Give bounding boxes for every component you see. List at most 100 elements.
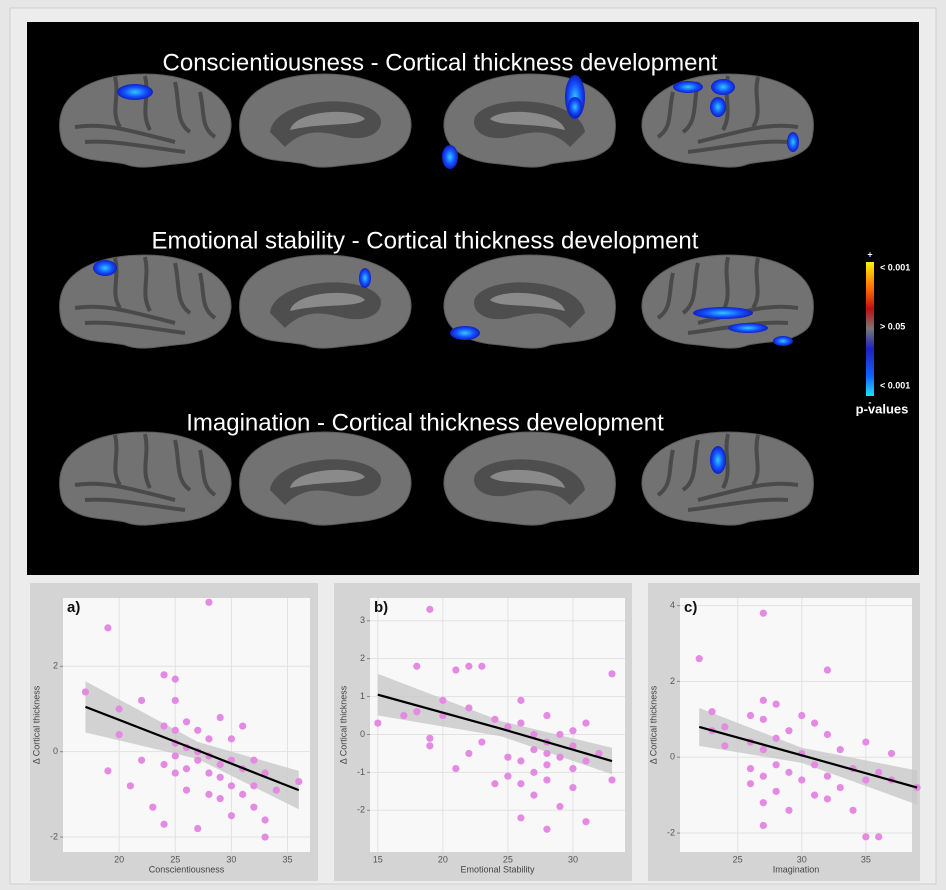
scatter-point (773, 788, 780, 795)
significance-blob (710, 446, 726, 474)
scatter-point (798, 776, 805, 783)
scatter-point (837, 784, 844, 791)
scatter-point (183, 765, 190, 772)
brain (642, 432, 813, 525)
scatter-point (773, 735, 780, 742)
scatter-point (747, 780, 754, 787)
scatter-point (491, 716, 498, 723)
scatter-point (760, 610, 767, 617)
significance-blob (787, 132, 799, 152)
significance-blob (710, 97, 726, 117)
scatter-point (217, 774, 224, 781)
x-tick-label: 20 (438, 854, 448, 864)
scatter-point (104, 624, 111, 631)
y-tick-label: 4 (670, 600, 675, 610)
scatter-point (172, 727, 179, 734)
scatter-point (465, 663, 472, 670)
brain (240, 432, 411, 525)
y-tick-label: 2 (670, 676, 675, 686)
scatter-point (569, 727, 576, 734)
brain-title: Conscientiousness - Cortical thickness d… (163, 49, 718, 76)
scatter-point (138, 697, 145, 704)
scatter-point (888, 750, 895, 757)
scatter-point (747, 712, 754, 719)
scatter-point (543, 776, 550, 783)
y-tick-label: 0 (670, 752, 675, 762)
y-tick-label: 0 (53, 746, 58, 756)
scatter-point (608, 670, 615, 677)
scatter-point (582, 757, 589, 764)
x-axis-label: Imagination (773, 864, 820, 874)
scatter-point (250, 804, 257, 811)
scatter-point (875, 833, 882, 840)
scatter-point (400, 712, 407, 719)
scatter-point (824, 795, 831, 802)
scatter-point (217, 761, 224, 768)
x-tick-label: 35 (283, 854, 293, 864)
scatter-point (785, 727, 792, 734)
significance-blob (450, 326, 480, 340)
scatter-point (849, 807, 856, 814)
x-tick-label: 25 (170, 854, 180, 864)
colorbar-label: < 0.001 (880, 262, 910, 272)
scatter-point (127, 782, 134, 789)
colorbar-label: + (867, 249, 872, 259)
scatter-point (413, 708, 420, 715)
significance-blob (693, 307, 753, 319)
y-axis-label: Δ Cortical thickness (31, 685, 41, 764)
colorbar-label: > 0.05 (880, 321, 905, 331)
scatter-point (478, 663, 485, 670)
scatter-point (862, 776, 869, 783)
scatter-point (582, 818, 589, 825)
scatter-point (824, 666, 831, 673)
figure: Conscientiousness - Cortical thickness d… (0, 0, 946, 890)
brain-title: Imagination - Cortical thickness develop… (186, 409, 664, 436)
x-tick-label: 25 (503, 854, 513, 864)
scatter-point (837, 746, 844, 753)
scatter-point (543, 712, 550, 719)
scatter-point (160, 761, 167, 768)
scatter-point (530, 746, 537, 753)
y-tick-label: 2 (53, 661, 58, 671)
scatter-point (183, 787, 190, 794)
scatter-point (811, 792, 818, 799)
scatter-point (760, 773, 767, 780)
scatter-point (205, 735, 212, 742)
scatter-point (452, 666, 459, 673)
scatter-point (374, 720, 381, 727)
y-tick-label: -2 (357, 805, 365, 815)
scatter-point (517, 757, 524, 764)
scatter-point (608, 776, 615, 783)
scatter-point (228, 812, 235, 819)
x-tick-label: 35 (861, 854, 871, 864)
scatter-point (582, 720, 589, 727)
scatter-point (82, 688, 89, 695)
x-tick-label: 30 (797, 854, 807, 864)
scatter-point (530, 792, 537, 799)
scatter-point (569, 765, 576, 772)
brain (642, 255, 813, 348)
y-tick-label: -2 (667, 827, 675, 837)
scatter-point (439, 697, 446, 704)
scatter-point (517, 814, 524, 821)
x-tick-label: 25 (733, 854, 743, 864)
significance-blob (728, 323, 768, 333)
scatter-point (785, 807, 792, 814)
scatter-point (205, 599, 212, 606)
x-tick-label: 20 (114, 854, 124, 864)
scatter-point (747, 765, 754, 772)
scatter-point (183, 718, 190, 725)
scatter-point (104, 767, 111, 774)
scatter-point (824, 731, 831, 738)
scatter-point (172, 769, 179, 776)
scatter-point (138, 757, 145, 764)
scatter-point (426, 606, 433, 613)
scatter-point (721, 723, 728, 730)
scatter-point (250, 782, 257, 789)
colorbar (866, 262, 874, 396)
y-axis-label: Δ Cortical thickness (648, 685, 658, 764)
scatter-point (760, 716, 767, 723)
brain (60, 255, 231, 348)
scatter-point (760, 822, 767, 829)
significance-blob (359, 268, 371, 288)
